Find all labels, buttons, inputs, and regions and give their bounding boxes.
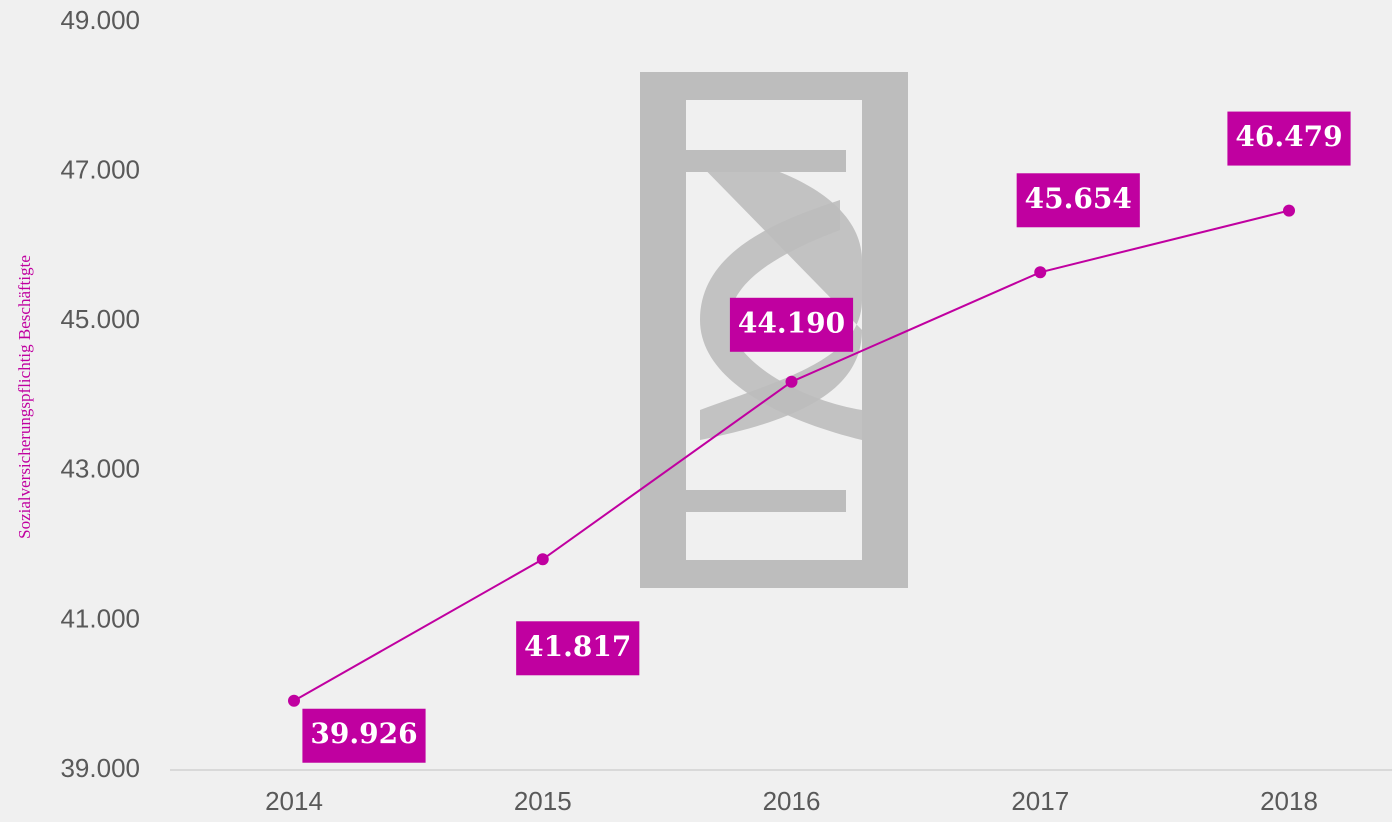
y-tick-label: 47.000 bbox=[60, 154, 140, 184]
x-tick-label: 2014 bbox=[265, 786, 323, 816]
marker bbox=[1283, 204, 1295, 217]
data-label: 39.926 bbox=[302, 708, 426, 763]
data-label-box bbox=[516, 621, 640, 676]
marker bbox=[1034, 266, 1047, 279]
data-label-box bbox=[1016, 173, 1140, 228]
data-label-box bbox=[729, 297, 854, 352]
y-tick-label: 45.000 bbox=[60, 304, 140, 334]
data-label: 45.654 bbox=[1016, 173, 1140, 228]
data-label-text: 45.654 bbox=[1025, 182, 1132, 215]
data-label-text: 46.479 bbox=[1235, 120, 1342, 153]
data-label: 44.190 bbox=[729, 297, 854, 352]
y-tick-label: 49.000 bbox=[60, 5, 140, 35]
data-label-text: 44.190 bbox=[738, 306, 845, 339]
data-label-box bbox=[302, 708, 426, 763]
data-label-text: 41.817 bbox=[524, 630, 631, 663]
x-tick-label: 2018 bbox=[1260, 786, 1318, 816]
y-axis-title: Sozialversicherungspflichtig Beschäftigt… bbox=[15, 255, 34, 539]
marker bbox=[785, 375, 798, 388]
marker bbox=[288, 694, 300, 707]
x-tick-label: 2015 bbox=[514, 786, 572, 816]
marker bbox=[536, 553, 549, 566]
x-tick-label: 2017 bbox=[1011, 786, 1069, 816]
data-label: 46.479 bbox=[1227, 111, 1351, 166]
x-tick-label: 2016 bbox=[763, 786, 821, 816]
watermark bbox=[640, 72, 908, 588]
data-label-box bbox=[1227, 111, 1351, 166]
y-tick-label: 43.000 bbox=[60, 454, 140, 484]
line bbox=[293, 209, 1290, 702]
data-label: 41.817 bbox=[516, 621, 640, 676]
data-label-text: 39.926 bbox=[310, 717, 417, 750]
y-tick-label: 39.000 bbox=[60, 753, 140, 783]
y-tick-label: 41.000 bbox=[60, 603, 140, 633]
